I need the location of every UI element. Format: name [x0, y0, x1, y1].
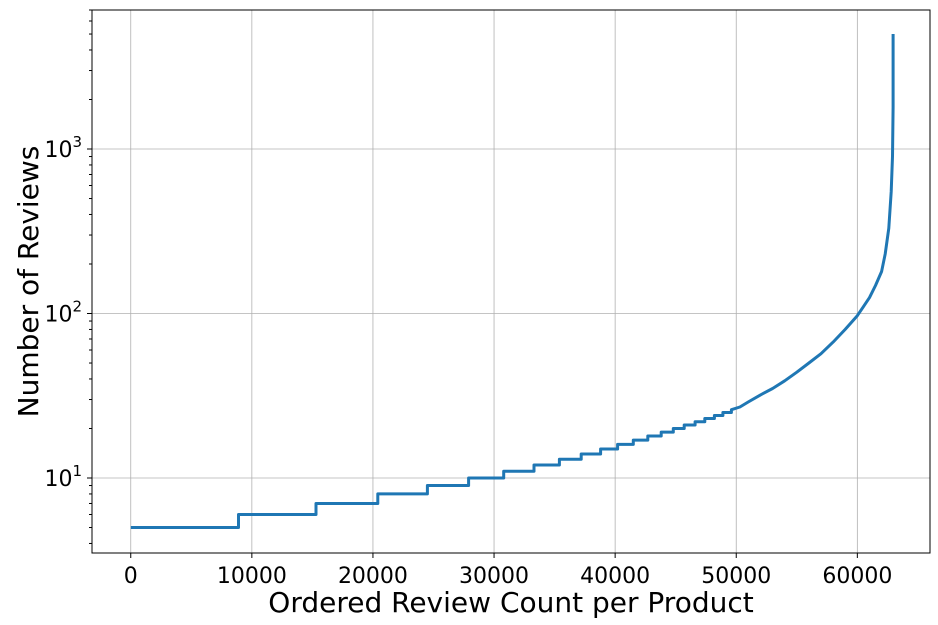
x-axis-label: Ordered Review Count per Product	[268, 586, 753, 619]
x-tick-label: 60000	[822, 564, 892, 589]
x-tick-label: 0	[124, 564, 138, 589]
y-axis-ticks: 101 102 103	[44, 9, 92, 544]
plot-frame	[91, 9, 931, 554]
series-layer	[130, 34, 895, 529]
x-tick-label: 50000	[701, 564, 771, 589]
x-axis-ticks: 0 10000 20000 30000 40000 50000 60000	[124, 553, 892, 589]
grid	[92, 10, 930, 553]
x-tick-label: 40000	[580, 564, 650, 589]
y-axis-label: Number of Reviews	[12, 146, 45, 418]
x-tick-label: 30000	[459, 564, 529, 589]
x-tick-label: 20000	[338, 564, 408, 589]
x-tick-label: 10000	[217, 564, 287, 589]
y-tick-label: 101	[44, 462, 82, 492]
y-tick-label: 102	[44, 298, 82, 328]
data-series-line	[130, 34, 895, 529]
y-tick-label: 103	[44, 133, 82, 163]
